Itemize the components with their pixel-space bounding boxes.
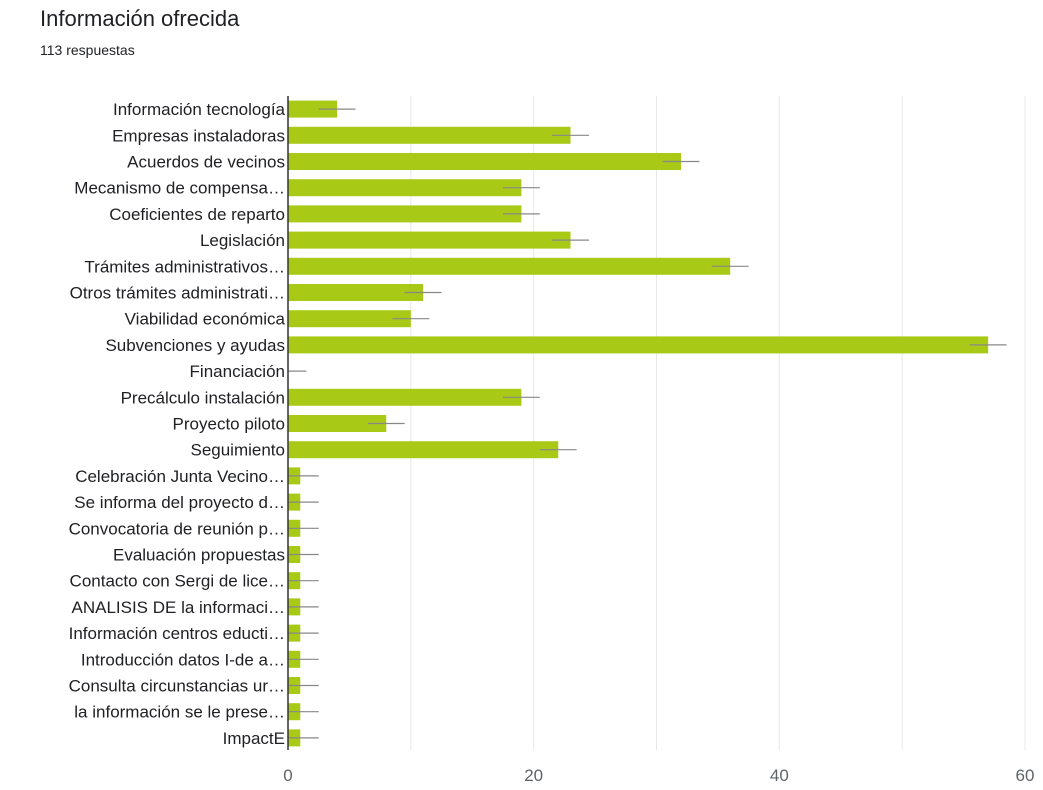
bar xyxy=(288,179,522,197)
bar xyxy=(288,415,387,432)
x-tick-labels: 0 20 40 60 xyxy=(283,766,1034,785)
category-label: Empresas instaladoras xyxy=(112,126,285,145)
category-label: Contacto con Sergi de lice… xyxy=(70,572,285,591)
bar xyxy=(288,100,338,118)
bar xyxy=(288,257,731,275)
bar xyxy=(288,153,682,170)
category-label: Introducción datos I-de a… xyxy=(81,650,285,669)
x-tick-label: 20 xyxy=(524,766,543,785)
bar xyxy=(288,388,522,406)
category-label: Mecanismo de compensa… xyxy=(74,179,285,198)
response-count: 113 respuestas xyxy=(40,42,135,58)
bar xyxy=(288,231,571,249)
bars xyxy=(288,100,989,747)
category-label: Convocatoria de reunión p… xyxy=(69,519,285,538)
category-label: Seguimiento xyxy=(190,441,285,460)
bar xyxy=(288,336,989,354)
category-label: Información centros educti… xyxy=(69,624,285,643)
category-label: ANALISIS DE la informaci… xyxy=(71,598,285,617)
category-label: Se informa del proyecto d… xyxy=(74,493,285,512)
category-label: Información tecnología xyxy=(113,100,286,119)
bar xyxy=(288,310,411,328)
category-label: Legislación xyxy=(200,231,285,250)
category-label: Otros trámites administrati… xyxy=(70,284,285,303)
grid-lines xyxy=(410,96,1026,750)
category-label: Acuerdos de vecinos xyxy=(127,153,285,172)
category-label: la información se le prese… xyxy=(74,703,285,722)
category-label: Financiación xyxy=(190,362,285,381)
category-label: Evaluación propuestas xyxy=(113,546,285,565)
x-tick-label: 60 xyxy=(1016,766,1035,785)
category-label: Viabilidad económica xyxy=(125,310,286,329)
category-label: Coeficientes de reparto xyxy=(109,205,285,224)
bar xyxy=(288,126,571,144)
category-label: Proyecto piloto xyxy=(173,415,285,434)
category-labels: Información tecnología Empresas instalado… xyxy=(69,100,286,748)
category-label: Subvenciones y ayudas xyxy=(105,336,285,355)
chart-title: Información ofrecida xyxy=(40,6,240,31)
bar xyxy=(288,205,522,223)
bar xyxy=(288,284,424,301)
category-label: ImpactE xyxy=(223,729,285,748)
category-label: Celebración Junta Vecino… xyxy=(75,467,285,486)
x-tick-label: 40 xyxy=(770,766,789,785)
category-label: Consulta circunstancias ur… xyxy=(69,677,285,696)
error-bars xyxy=(288,108,1007,739)
x-tick-label: 0 xyxy=(283,766,292,785)
bar xyxy=(288,441,559,459)
category-label: Trámites administrativos… xyxy=(84,257,285,276)
category-label: Precálculo instalación xyxy=(121,388,285,407)
